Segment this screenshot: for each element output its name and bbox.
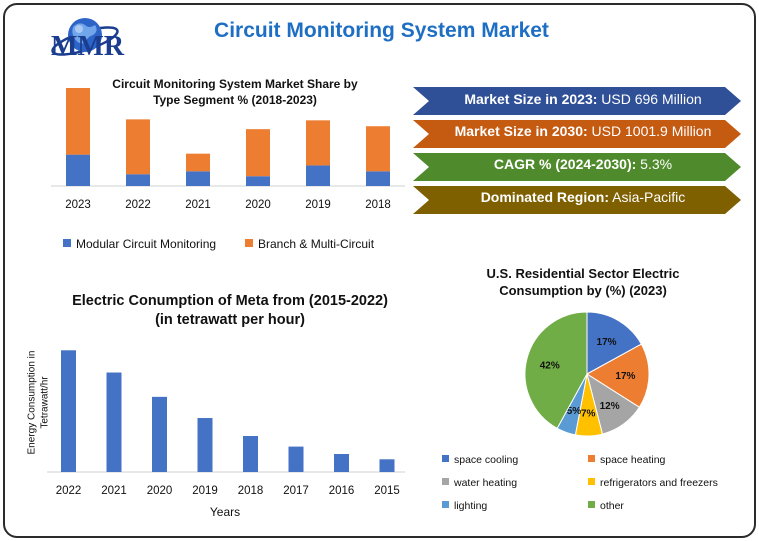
chart2-bar (379, 459, 395, 472)
legend-label: Modular Circuit Monitoring (76, 237, 217, 251)
chart2-x-tick-label: 2017 (283, 485, 309, 497)
pie-slice-space-cooling (586, 311, 643, 375)
chart1-bar-branch (126, 119, 150, 175)
stat-value: USD 1001.9 Million (591, 123, 712, 139)
pie-data-label: 17% (615, 371, 635, 382)
legend-swatch (245, 239, 253, 247)
chart3-title-line: U.S. Residential Sector Electric (486, 266, 680, 281)
pie-legend-item: space heating (588, 454, 665, 468)
stacked-bar-chart: 2023 2022 2021 2020 2019 2018 2022 2021 2020 2019… (47, 87, 741, 497)
stat-label: Market Size in 2023: (464, 91, 598, 107)
chart3-title: U.S. Residential Sector Electric Consump… (453, 266, 713, 300)
chart2-x-tick-label: 2021 (101, 485, 127, 497)
chart2-title-line: (in tetrawatt per hour) (155, 311, 305, 328)
page-title: Circuit Monitoring System Market (214, 19, 549, 42)
mmr-logo (51, 18, 119, 56)
pie-data-label: 42% (540, 360, 560, 371)
stat-label: Dominated Region: (480, 189, 610, 205)
chart1-bar-modular (306, 165, 330, 186)
stat-label: CAGR % (2024-2030): (493, 156, 637, 172)
chart2-title: Electric Conumption of Meta from (2015-2… (60, 292, 400, 330)
legend-label: water heating (454, 477, 518, 489)
pie-legend-item: other (588, 500, 624, 514)
chart2-title-line: Electric Conumption of Meta from (2015-2… (72, 293, 388, 309)
chart1-x-tick-label: 2019 (305, 199, 331, 211)
chart2-bar (61, 350, 76, 472)
legend-label: space heating (600, 454, 666, 466)
chart1-bar-modular (246, 176, 270, 186)
chart1-bar-modular (186, 171, 210, 186)
pie-legend-item: lighting (442, 500, 487, 514)
chart3-title-line: Consumption by (%) (2023) (499, 282, 667, 298)
chart1-bar-branch (66, 88, 90, 155)
legend-swatch (442, 478, 449, 485)
pie-data-label: 7% (581, 408, 596, 419)
chart2-bar (197, 418, 213, 472)
chart1-bar-modular (366, 171, 390, 186)
chart2-bar (152, 396, 167, 472)
chart1-bar-branch (366, 126, 390, 172)
legend-item-branch: Branch & Multi-Circuit (245, 237, 374, 251)
infographic-frame: MMR Circuit Monitoring System Market Cir… (3, 3, 756, 538)
legend-swatch (588, 455, 595, 462)
legend-swatch (442, 455, 449, 462)
pie-slice-other (524, 311, 588, 430)
stat-banner-0 (413, 87, 741, 115)
chart1-x-tick-label: 2021 (185, 199, 211, 211)
chart2-x-tick-label: 2020 (147, 485, 173, 497)
stat-banner-2 (413, 153, 741, 181)
chart1-x-tick-label: 2018 (365, 199, 391, 211)
chart1-bar-modular (66, 154, 90, 186)
pie-legend-item: water heating (442, 477, 517, 491)
legend-swatch (442, 501, 449, 508)
chart1-x-tick-label: 2023 (65, 199, 91, 211)
chart2-x-tick-label: 2016 (329, 485, 355, 497)
chart2-bar (243, 436, 258, 472)
stat-cagr: CAGR % (2024-2030): 5.3% (433, 156, 733, 176)
chart1-x-tick-label: 2022 (125, 199, 151, 211)
chart2-bar (106, 372, 122, 472)
stat-banner-1 (413, 120, 741, 148)
chart1-bar-branch (306, 120, 330, 166)
chart2-x-tick-label: 2015 (374, 485, 400, 497)
pie-legend-item: refrigerators and freezers (588, 477, 718, 491)
legend-label: space cooling (454, 454, 519, 466)
chart1-title: Circuit Monitoring System Market Share b… (112, 77, 358, 107)
chart1-bar-branch (246, 129, 270, 177)
pie-data-label: 5% (567, 406, 582, 417)
chart2-x-tick-label: 2022 (56, 485, 82, 497)
chart1-bar-branch (186, 153, 210, 172)
stat-value: Asia-Pacific (612, 189, 686, 205)
stat-dominated-region: Dominated Region: Asia-Pacific (433, 189, 733, 209)
chart2-x-tick-label: 2018 (238, 485, 264, 497)
stat-market-size-2030: Market Size in 2030: USD 1001.9 Million (433, 123, 733, 143)
legend-label: refrigerators and freezers (600, 477, 718, 489)
pie-legend-item: space cooling (442, 454, 518, 468)
y-label-line: Tetrawatt/hr (39, 376, 50, 429)
legend-swatch (588, 478, 595, 485)
legend-label: Branch & Multi-Circuit (258, 237, 375, 251)
pie-data-label: 12% (600, 401, 620, 412)
logo-text: MMR (51, 31, 125, 62)
chart2-x-axis-label: Years (209, 505, 241, 519)
legend-swatch (63, 239, 71, 247)
chart2-bar (334, 454, 349, 472)
stat-market-size-2023: Market Size in 2023: USD 696 Million (433, 91, 733, 111)
pie-data-label: 17% (597, 337, 617, 348)
legend-item-modular: Modular Circuit Monitoring (63, 237, 216, 251)
stat-banner-3 (413, 186, 741, 214)
y-label-line: Energy Consumption in (26, 350, 38, 455)
stat-value: 5.3% (640, 156, 673, 172)
pie-slice-space-heating (586, 343, 650, 408)
legend-label: other (600, 500, 624, 512)
legend-label: lighting (454, 500, 488, 512)
chart2-y-axis-label: Energy Consumption in Tetrawatt/hr (27, 333, 52, 473)
chart1-bar-modular (126, 174, 150, 186)
stat-value: USD 696 Million (601, 91, 702, 107)
chart2-bar (288, 446, 304, 472)
chart1-x-tick-label: 2020 (245, 199, 271, 211)
stat-label: Market Size in 2030: (454, 123, 588, 139)
legend-swatch (588, 501, 595, 508)
chart2-x-tick-label: 2019 (192, 485, 218, 497)
